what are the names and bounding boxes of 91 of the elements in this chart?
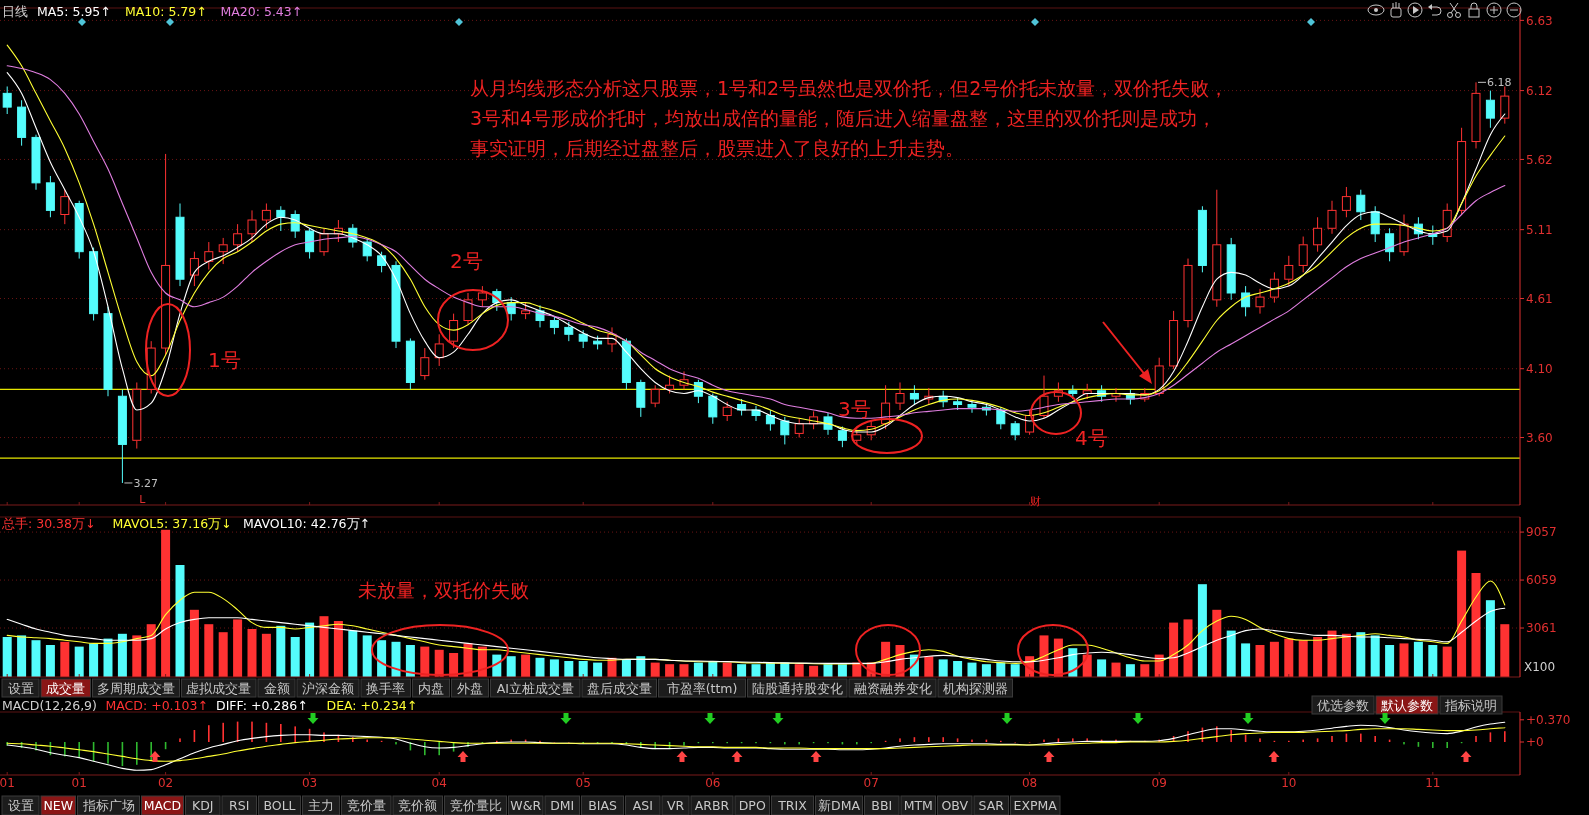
- x-tick-label: 09: [1151, 776, 1167, 790]
- text: NEW: [43, 798, 74, 813]
- y-tick-label: 3061: [1526, 621, 1557, 636]
- annotation: 财: [1030, 495, 1041, 508]
- x-tick-label: 11: [1425, 776, 1441, 790]
- text: OBV: [941, 798, 969, 813]
- x-tick-label: 10: [1281, 776, 1297, 790]
- annotation: L: [139, 493, 147, 506]
- annotation: 2号: [450, 249, 483, 273]
- text: ASI: [632, 798, 653, 813]
- text: 沪深金额: [302, 680, 354, 696]
- annotation: 未放量，双托价失败: [358, 579, 529, 601]
- x-tick-label: 01: [71, 776, 87, 790]
- text: 金额: [263, 680, 290, 696]
- y-tick-label: 6059: [1526, 573, 1557, 588]
- series-label: MACD: +0.103↑: [105, 698, 208, 713]
- annotation: 3号和4号形成价托时，均放出成倍的量能，随后进入缩量盘整，这里的双价托则是成功，: [470, 107, 1217, 129]
- annotation: 从月均线形态分析这只股票，1号和2号虽然也是双价托，但2号价托未放量，双价托失败，: [470, 77, 1229, 99]
- annotation: 1号: [208, 348, 241, 372]
- text: SAR: [978, 798, 1005, 813]
- text: ARBR: [694, 798, 730, 813]
- text: 竞价量比: [449, 798, 502, 813]
- text: 指标广场: [81, 798, 135, 813]
- annotation: 6.18: [1487, 76, 1512, 90]
- annotation: 3.27: [133, 476, 158, 490]
- x-tick-label: 03: [301, 776, 318, 790]
- text: MACD: [143, 798, 182, 813]
- y-tick-label: 9057: [1526, 525, 1557, 540]
- annotation: 指标说明: [1444, 697, 1497, 713]
- text: X100: [1524, 660, 1556, 674]
- text: DPO: [738, 798, 766, 813]
- annotation: 3号: [838, 397, 871, 421]
- y-tick-label: 6.63: [1526, 13, 1553, 28]
- y-tick-label: 5.62: [1526, 152, 1553, 167]
- text: AI立桩成交量: [496, 680, 574, 696]
- x-tick-label: 06: [705, 776, 721, 790]
- text: KDJ: [191, 798, 214, 813]
- text: MA5: 5.95↑: [37, 4, 111, 19]
- x-tick-label: 01: [0, 776, 15, 790]
- annotation: 优选参数: [1317, 697, 1369, 713]
- text: 融资融券变化: [853, 680, 932, 696]
- chart-title: 日线: [2, 4, 28, 19]
- text: MA20: 5.43↑: [220, 4, 303, 19]
- text: MA10: 5.79↑: [125, 4, 207, 19]
- text: 设置: [7, 798, 34, 813]
- text: 市盈率(ttm): [666, 680, 738, 696]
- text: VR: [666, 798, 685, 813]
- text: 陆股通持股变化: [751, 680, 843, 696]
- chart-title: MACD(12,26,9): [2, 698, 97, 713]
- x-tick-label: 04: [431, 776, 447, 790]
- y-tick-label: 4.61: [1526, 291, 1553, 306]
- annotation: 事实证明，后期经过盘整后，股票进入了良好的上升走势。: [470, 137, 964, 159]
- text: DMI: [550, 798, 575, 813]
- annotation: 默认参数: [1380, 697, 1433, 713]
- text: MAVOL10: 42.76万↑: [243, 516, 371, 531]
- series-label: DIFF: +0.286↑: [216, 698, 308, 713]
- y-tick-label: +0: [1526, 735, 1544, 750]
- x-tick-label: 07: [863, 776, 879, 790]
- text: W&R: [510, 798, 542, 813]
- y-tick-label: 4.10: [1526, 361, 1553, 376]
- text: 内盘: [418, 680, 444, 696]
- text: 虚拟成交量: [186, 680, 252, 696]
- text: EXPMA: [1013, 798, 1058, 813]
- text: 多周期成交量: [97, 680, 175, 696]
- text: 总手: 30.38万↓: [1, 516, 96, 531]
- y-tick-label: +0.370: [1526, 713, 1571, 727]
- y-tick-label: 5.11: [1526, 222, 1553, 237]
- text: 外盘: [457, 680, 483, 696]
- text: 换手率: [366, 680, 406, 696]
- text: 竞价额: [398, 798, 438, 813]
- text: BIAS: [588, 798, 617, 813]
- text: 机构探测器: [942, 680, 1008, 696]
- text: DEA: +0.234↑: [326, 698, 418, 713]
- text: BBI: [871, 798, 893, 813]
- text: MAVOL5: 37.16万↓: [112, 516, 232, 531]
- annotation: 4号: [1075, 426, 1108, 450]
- text: RSI: [229, 798, 250, 813]
- x-tick-label: 08: [1021, 776, 1038, 790]
- text: 主力: [308, 798, 334, 813]
- x-tick-label: 05: [575, 776, 591, 790]
- text: 盘后成交量: [586, 680, 652, 696]
- y-tick-label: 3.60: [1526, 430, 1553, 445]
- text: BOLL: [263, 798, 296, 813]
- text: MTM: [903, 798, 933, 813]
- y-tick-label: 6.12: [1526, 83, 1553, 98]
- text: 竞价量: [346, 798, 386, 813]
- text: TRIX: [777, 798, 808, 813]
- text: 成交量: [46, 680, 86, 696]
- text: 设置: [7, 680, 34, 696]
- text: 新DMA: [818, 798, 861, 813]
- x-tick-label: 02: [157, 776, 174, 790]
